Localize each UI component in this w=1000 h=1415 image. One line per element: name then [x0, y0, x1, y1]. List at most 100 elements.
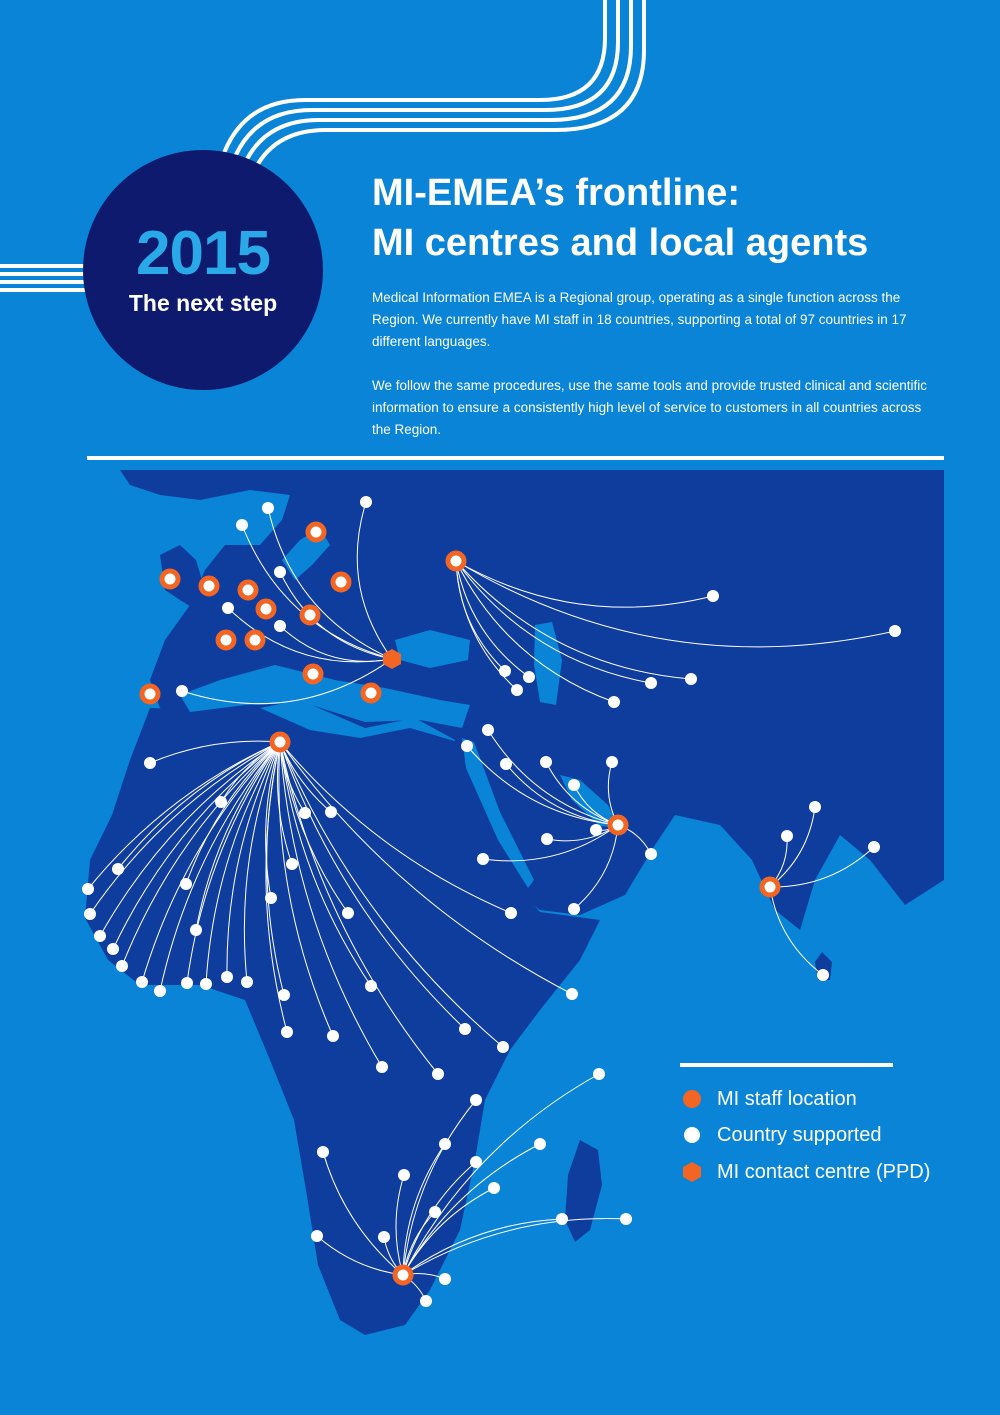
contact-centre-icon — [683, 1162, 701, 1182]
connection-line — [455, 560, 896, 648]
country-marker — [534, 1138, 546, 1150]
country-marker — [241, 976, 253, 988]
country-marker — [360, 496, 372, 508]
connection-line — [279, 741, 439, 1075]
country-marker — [365, 980, 377, 992]
staff-location-marker — [392, 1264, 414, 1286]
contact-centre-marker — [383, 649, 401, 669]
staff-location-marker — [302, 663, 324, 685]
country-marker — [620, 1213, 632, 1225]
country-marker — [429, 1206, 441, 1218]
country-marker — [608, 696, 620, 708]
staff-markers — [139, 521, 781, 1286]
staff-location-marker — [159, 568, 181, 590]
intro-paragraph-2: We follow the same procedures, use the s… — [372, 378, 928, 437]
staff-location-marker — [607, 814, 629, 836]
connection-line — [99, 741, 281, 937]
connection-line — [265, 741, 281, 899]
map-top-divider — [87, 456, 944, 460]
country-marker — [459, 1023, 471, 1035]
staff-location-marker — [139, 683, 161, 705]
connection-line — [505, 763, 619, 826]
connection-line — [279, 741, 372, 987]
country-marker — [116, 960, 128, 972]
connection-line — [267, 507, 393, 660]
connection-line — [279, 741, 573, 995]
staff-location-marker — [305, 521, 327, 543]
country-marker — [107, 943, 119, 955]
country-marker — [606, 756, 618, 768]
connection-line — [402, 1218, 627, 1276]
country-marker — [707, 590, 719, 602]
country-marker — [645, 677, 657, 689]
country-marker — [685, 673, 697, 685]
connection-line — [455, 560, 518, 691]
country-marker — [274, 620, 286, 632]
country-marker — [176, 685, 188, 697]
country-marker — [94, 930, 106, 942]
country-marker — [568, 779, 580, 791]
page-title-line-2: MI centres and local agents — [372, 222, 869, 264]
country-marker — [497, 1041, 509, 1053]
staff-location-marker — [759, 876, 781, 898]
country-marker — [327, 1030, 339, 1042]
connection-line — [185, 741, 281, 885]
staff-location-marker — [255, 598, 277, 620]
staff-location-marker — [215, 629, 237, 651]
country-marker — [200, 978, 212, 990]
country-marker — [325, 806, 337, 818]
staff-location-marker — [299, 604, 321, 626]
country-marker — [311, 1230, 323, 1242]
connection-line — [195, 741, 281, 931]
connection-lines — [87, 501, 896, 1302]
legend-centre-label: MI contact centre (PPD) — [717, 1161, 931, 1183]
sea-caspian — [534, 622, 562, 705]
legend-staff-label: MI staff location — [717, 1088, 857, 1110]
country-marker — [215, 796, 227, 808]
country-marker — [84, 908, 96, 920]
country-marker — [281, 1026, 293, 1038]
connection-line — [276, 741, 293, 865]
country-marker — [439, 1273, 451, 1285]
country-marker — [568, 903, 580, 915]
country-marker — [181, 977, 193, 989]
country-marker — [590, 824, 602, 836]
country-marker — [477, 853, 489, 865]
landmass-britain — [160, 545, 205, 610]
connection-line — [87, 741, 281, 890]
country-marker — [265, 892, 277, 904]
staff-location-marker — [198, 575, 220, 597]
connection-line — [322, 1151, 404, 1276]
connection-line — [769, 846, 875, 888]
connection-line — [241, 524, 393, 660]
connection-line — [89, 741, 281, 915]
connection-line — [279, 741, 512, 914]
country-marker — [420, 1295, 432, 1307]
connection-line — [226, 741, 281, 978]
connection-line — [181, 658, 393, 705]
connection-line — [205, 741, 281, 985]
country-marker — [398, 1169, 410, 1181]
staff-location-marker — [237, 579, 259, 601]
country-marker — [566, 988, 578, 1000]
intro-text: Medical Information EMEA is a Regional g… — [372, 287, 932, 463]
connection-line — [112, 741, 281, 950]
country-marker — [541, 833, 553, 845]
connection-line — [455, 560, 652, 684]
page-title-line-1: MI-EMEA’s frontline: — [372, 172, 741, 214]
connection-line — [186, 741, 281, 984]
staff-location-marker — [269, 731, 291, 753]
country-marker — [500, 758, 512, 770]
connection-line — [455, 560, 692, 680]
country-marker — [470, 1156, 482, 1168]
contact-centre-hexagon — [383, 649, 401, 669]
country-markers — [82, 496, 901, 1307]
country-marker — [154, 985, 166, 997]
connection-line — [279, 741, 466, 1030]
staff-location-icon — [683, 1090, 701, 1108]
connection-line — [402, 1073, 600, 1276]
country-marker — [317, 1146, 329, 1158]
country-marker — [889, 625, 901, 637]
connection-line — [121, 741, 281, 967]
